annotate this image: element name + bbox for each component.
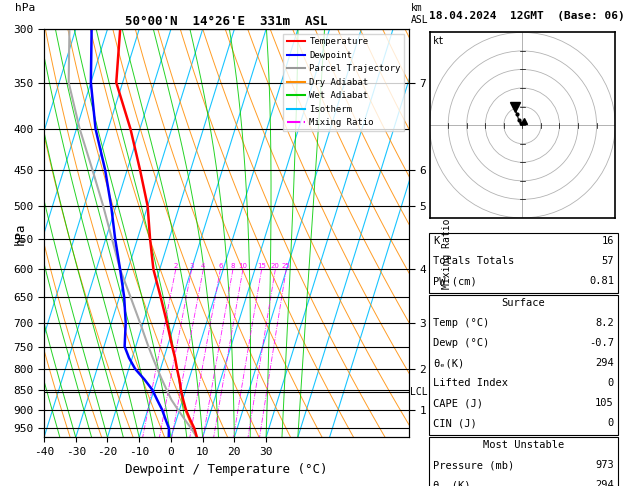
Text: θₑ (K): θₑ (K) [433, 480, 470, 486]
Text: km
ASL: km ASL [411, 3, 428, 25]
Text: Lifted Index: Lifted Index [433, 378, 508, 388]
Legend: Temperature, Dewpoint, Parcel Trajectory, Dry Adiabat, Wet Adiabat, Isotherm, Mi: Temperature, Dewpoint, Parcel Trajectory… [283, 34, 404, 131]
Text: θₑ(K): θₑ(K) [433, 358, 464, 368]
Text: 20: 20 [271, 263, 280, 269]
Text: LCL: LCL [410, 387, 428, 397]
Text: hPa: hPa [15, 3, 35, 13]
Title: 50°00'N  14°26'E  331m  ASL: 50°00'N 14°26'E 331m ASL [125, 15, 328, 28]
Text: 25: 25 [282, 263, 291, 269]
Text: Surface: Surface [501, 298, 545, 309]
Bar [429, 233, 618, 293]
Text: 0: 0 [608, 378, 614, 388]
Text: 294: 294 [595, 358, 614, 368]
Text: PW (cm): PW (cm) [433, 276, 477, 286]
Text: 0: 0 [608, 418, 614, 428]
Text: CIN (J): CIN (J) [433, 418, 477, 428]
Text: Pressure (mb): Pressure (mb) [433, 460, 514, 470]
Text: 6: 6 [218, 263, 223, 269]
Text: Dewp (°C): Dewp (°C) [433, 338, 489, 348]
Text: 0.81: 0.81 [589, 276, 614, 286]
Text: 16: 16 [601, 236, 614, 246]
Text: -0.7: -0.7 [589, 338, 614, 348]
Text: 8: 8 [231, 263, 235, 269]
Text: kt: kt [433, 35, 445, 46]
Text: 18.04.2024  12GMT  (Base: 06): 18.04.2024 12GMT (Base: 06) [429, 11, 625, 21]
Text: 3: 3 [189, 263, 194, 269]
Text: 57: 57 [601, 256, 614, 266]
Bar [429, 295, 618, 435]
Text: 294: 294 [595, 480, 614, 486]
Text: Mixing Ratio (g/kg): Mixing Ratio (g/kg) [442, 177, 452, 289]
Text: 973: 973 [595, 460, 614, 470]
Text: Most Unstable: Most Unstable [482, 440, 564, 451]
Text: CAPE (J): CAPE (J) [433, 398, 482, 408]
Text: 4: 4 [201, 263, 206, 269]
Text: 15: 15 [257, 263, 266, 269]
Text: 8.2: 8.2 [595, 318, 614, 329]
Text: hPa: hPa [14, 222, 27, 244]
Bar [429, 437, 618, 486]
X-axis label: Dewpoint / Temperature (°C): Dewpoint / Temperature (°C) [125, 463, 328, 476]
Text: 105: 105 [595, 398, 614, 408]
Text: K: K [433, 236, 439, 246]
Text: 2: 2 [174, 263, 178, 269]
Text: Temp (°C): Temp (°C) [433, 318, 489, 329]
Text: Totals Totals: Totals Totals [433, 256, 514, 266]
Text: 10: 10 [238, 263, 247, 269]
